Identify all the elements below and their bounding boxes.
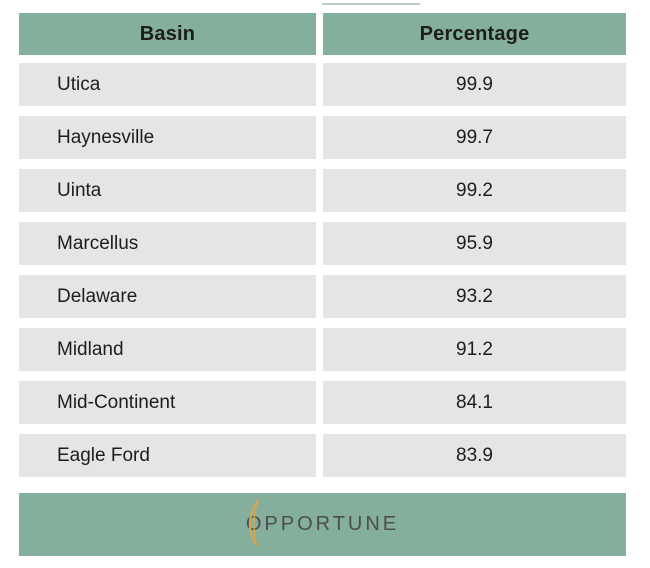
percentage-cell: 99.2 [323,169,626,212]
top-edge-artifact-line [322,3,420,5]
opportune-logo-text: OPPORTUNE [245,513,400,535]
table-row: Delaware 93.2 [19,275,626,318]
basin-cell: Marcellus [19,222,316,265]
column-header-basin: Basin [19,13,316,55]
percentage-cell: 91.2 [323,328,626,371]
table-row: Mid-Continent 84.1 [19,381,626,424]
percentage-cell: 99.7 [323,116,626,159]
table-row: Marcellus 95.9 [19,222,626,265]
percentage-cell: 99.9 [323,63,626,106]
table-row: Uinta 99.2 [19,169,626,212]
opportune-logo: OPPORTUNE [245,499,400,546]
table-header-row: Basin Percentage [19,13,626,55]
table-row: Midland 91.2 [19,328,626,371]
basin-cell: Utica [19,63,316,106]
basin-cell: Uinta [19,169,316,212]
basin-cell: Mid-Continent [19,381,316,424]
percentage-cell: 95.9 [323,222,626,265]
basin-percentage-table: Basin Percentage Utica 99.9 Haynesville 99.… [19,13,626,487]
basin-cell: Midland [19,328,316,371]
table-row: Utica 99.9 [19,63,626,106]
percentage-cell: 83.9 [323,434,626,477]
percentage-cell: 84.1 [323,381,626,424]
footer-band: OPPORTUNE [19,493,626,556]
table-body: Utica 99.9 Haynesville 99.7 Uinta 99.2 Marcell… [19,63,626,477]
basin-cell: Delaware [19,275,316,318]
basin-cell: Eagle Ford [19,434,316,477]
basin-cell: Haynesville [19,116,316,159]
table-row: Haynesville 99.7 [19,116,626,159]
column-header-percentage: Percentage [323,13,626,55]
percentage-cell: 93.2 [323,275,626,318]
table-row: Eagle Ford 83.9 [19,434,626,477]
